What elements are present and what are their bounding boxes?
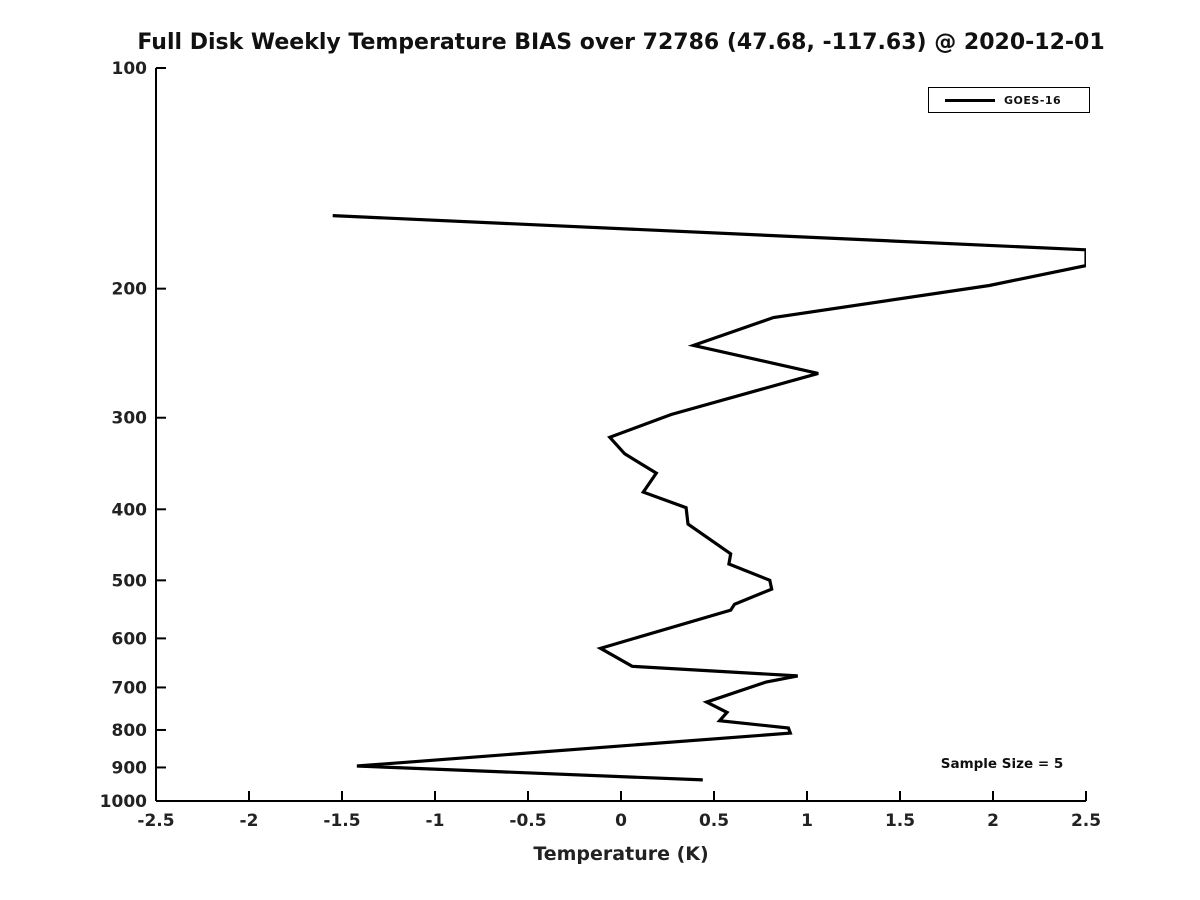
x-tick-label: 2.5 — [1071, 811, 1101, 831]
x-tick-label: 0.5 — [699, 811, 729, 831]
x-tick-label: -2.5 — [137, 811, 174, 831]
y-tick-label: 900 — [112, 758, 148, 778]
legend-box: GOES-16 — [928, 87, 1090, 113]
y-tick-label: 300 — [112, 409, 148, 429]
x-tick-label: -1.5 — [323, 811, 360, 831]
y-tick-label: 200 — [112, 280, 148, 300]
x-tick-label: -1 — [426, 811, 445, 831]
sample-size-annotation: Sample Size = 5 — [940, 756, 1064, 772]
y-tick-label: 100 — [112, 59, 148, 79]
x-tick-label: -2 — [240, 811, 259, 831]
legend-line-sample-icon — [945, 98, 995, 102]
x-tick-label: 2 — [987, 811, 999, 831]
y-tick-label: 800 — [112, 721, 148, 741]
x-tick-label: 0 — [615, 811, 627, 831]
y-tick-label: 600 — [112, 629, 148, 649]
x-tick-label: 1.5 — [885, 811, 915, 831]
goes16-bias-line — [332, 214, 1086, 782]
x-tick-label: 1 — [801, 811, 813, 831]
y-tick-label: 400 — [112, 500, 148, 520]
x-axis-label: Temperature (K) — [533, 843, 709, 865]
y-tick-label: 700 — [112, 678, 148, 698]
chart-title: Full Disk Weekly Temperature BIAS over 7… — [137, 30, 1105, 55]
legend-label: GOES-16 — [1004, 93, 1062, 107]
x-tick-label: -0.5 — [509, 811, 546, 831]
y-tick-label: 500 — [112, 571, 148, 591]
y-tick-label: 1000 — [100, 792, 147, 812]
